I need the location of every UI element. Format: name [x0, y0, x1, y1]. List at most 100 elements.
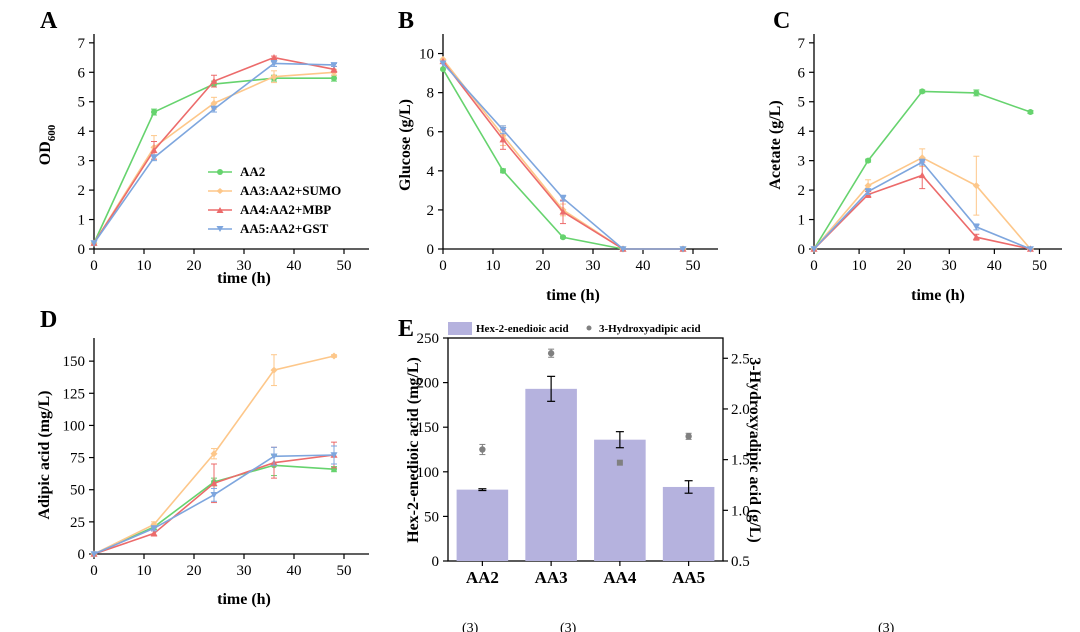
legend-item-aa2: AA2: [208, 164, 265, 179]
panel-e-frame: [447, 337, 724, 562]
panel-c-series-aa5-point-1: [864, 188, 872, 196]
panel-e-y-tick-label-50: 50: [424, 509, 439, 525]
panel-d-series-aa5-point-0: [90, 551, 98, 558]
panel-d-x-tick-label-10: 10: [137, 563, 152, 579]
panel-c-y-label: Acetate (g/L): [767, 100, 784, 189]
panel-a-series-aa4-point-2: [210, 77, 218, 84]
panel-c-series-aa5-point-4: [1026, 246, 1034, 253]
panel-e-x-tick-label-aa3: AA3: [535, 568, 568, 587]
panel-d-series-aa5-point-1: [150, 525, 158, 532]
panel-b-x-tick-label-50: 50: [686, 258, 701, 274]
panel-c-x-tick-label-20: 20: [897, 258, 912, 274]
panel-b-y-tick-label-6: 6: [427, 125, 435, 141]
panel-d-series-aa4-point-1: [150, 529, 158, 537]
panel-b-series-aa5-point-3: [619, 246, 627, 253]
panel-d-x-tick-label-0: 0: [90, 563, 98, 579]
legend-item-aa5: AA5:AA2+GST: [208, 221, 329, 236]
panel-c-y-tick-label-2: 2: [798, 183, 806, 199]
panel-a-series-aa5-point-0: [90, 240, 98, 247]
panel-a-y-tick-label-4: 4: [78, 124, 86, 140]
panel-e-point-aa3: [547, 350, 555, 357]
panel-a-x-tick-label-40: 40: [287, 258, 302, 274]
panel-c-plot: 0 10 20 30 40 50 0 1 2 3 4 5 6 7: [798, 34, 1062, 274]
panel-d-y-tick-label-0: 0: [78, 547, 86, 563]
panel-c-x-tick-label-10: 10: [852, 258, 867, 274]
panel-a-series-aa3-point-2: [210, 99, 218, 107]
panel-e-x-tick-label-aa4: AA4: [603, 568, 637, 587]
panel-b-y-tick-label-4: 4: [427, 164, 435, 180]
panel-c-series-aa3-point-1: [864, 182, 872, 190]
panel-a-letter: A: [40, 8, 58, 34]
panel-c-x-tick-label-40: 40: [987, 258, 1002, 274]
panel-c-x-tick-label-50: 50: [1032, 258, 1047, 274]
panel-c-y-tick-label-5: 5: [798, 95, 806, 111]
panel-a-y-tick-label-1: 1: [78, 213, 86, 229]
panel-e-x-tick-label-aa5: AA5: [672, 568, 705, 587]
panel-b-y-tick-label-0: 0: [427, 242, 435, 258]
panel-a-y-tick-label-5: 5: [78, 95, 86, 111]
panel-e-y2-tick-label-2: 2.0: [731, 402, 750, 418]
panel-b-y-label: Glucose (g/L): [397, 99, 414, 191]
panel-b-letter: B: [398, 8, 414, 34]
panel-a-series-aa4-point-1: [150, 146, 158, 154]
panel-c-x-tick-label-0: 0: [810, 258, 818, 274]
panel-e-legend: Hex-2-enedioic acid 3-Hydroxyadipic acid: [448, 322, 701, 335]
panel-a-series-aa5-point-4: [330, 62, 338, 69]
panel-e-y-tick-label-150: 150: [417, 420, 440, 436]
panel-b-y-tick-label-8: 8: [427, 86, 435, 102]
panel-d-series-aa4-point-2: [210, 479, 218, 487]
legend-swatch-hex: [448, 322, 472, 335]
panel-a-y-tick-label-6: 6: [78, 65, 86, 81]
panel-e-y2-tick-label-0.5: 0.5: [731, 554, 750, 570]
panel-c-series-aa4-point-2: [918, 171, 926, 179]
panel-e-y-tick-label-0: 0: [432, 554, 440, 570]
panel-d-plot: 0 10 20 30 40 50 0 25 50 75 100 125 150: [63, 338, 369, 579]
panel-a-x-tick-label-20: 20: [187, 258, 202, 274]
panel-d-x-label: time (h): [217, 591, 271, 608]
panel-e-plot: 0 50 100 150 200 250 0.5 1.0 1.5 2.0 2.5 AA2 AA3 AA4 A…: [417, 331, 750, 587]
panel-e-bar-aa4: [594, 439, 646, 561]
legend-label-3ha: 3-Hydroxyadipic acid: [599, 323, 701, 335]
panel-d: D 0 10 20 30 40 50 0 25 50 75 100 125 150 time (h) A…: [36, 307, 369, 608]
panel-b-series-aa4-point-1: [499, 136, 507, 143]
panel-c-y-tick-label-6: 6: [798, 65, 806, 81]
panel-a-x-label: time (h): [217, 270, 271, 287]
panel-b-y-tick-label-2: 2: [427, 203, 435, 219]
panel-b-series-aa5-point-0: [439, 60, 447, 67]
panel-d-letter: D: [40, 307, 57, 333]
panel-e-y-tick-label-200: 200: [417, 376, 440, 392]
panel-a-y-label-main: OD: [37, 141, 54, 165]
panel-c-series-aa5-point-3: [972, 224, 980, 231]
panel-e-point-aa2: [479, 446, 486, 453]
legend-marker-aa5: [216, 226, 224, 232]
panel-d-y-tick-label-125: 125: [63, 386, 86, 402]
panel-a-y-label-sub: 600: [46, 124, 58, 141]
panel-d-x-tick-label-30: 30: [237, 563, 252, 579]
legend-label-aa4: AA4:AA2+MBP: [240, 202, 331, 217]
panel-a-series-aa5-point-2: [210, 106, 218, 113]
panel-a-series-aa4-point-4: [330, 65, 338, 73]
panel-b-series-aa5-point-1: [499, 126, 507, 134]
panel-c-y-tick-label-3: 3: [798, 154, 806, 170]
panel-d-y-label: Adipic acid (mg/L): [36, 391, 53, 520]
panel-e-point-aa5: [685, 433, 692, 440]
panel-a-y-label: OD600: [37, 124, 58, 165]
panel-e-bar-aa2: [456, 489, 509, 561]
panel-a-series-aa5-point-1: [150, 154, 158, 162]
panel-e-bar-aa3: [525, 388, 577, 561]
legend-marker-aa4: [216, 207, 224, 213]
panel-b-x-tick-label-30: 30: [586, 258, 601, 274]
panel-a-plot: 0 10 20 30 40 50 0 1 2 3 4 5 6 7: [78, 34, 369, 274]
panel-a-series-aa3-point-3: [270, 73, 278, 81]
panel-b-series-aa2-point-0: [440, 66, 446, 73]
panel-e-y-tick-label-100: 100: [417, 465, 440, 481]
panel-b-x-tick-label-20: 20: [536, 258, 551, 274]
caption-fragments: (3) (3) (3): [462, 621, 895, 632]
panel-a: A 0 10 20 30 40 50 0 1 2 3 4 5 6 7 time (h) OD600 AA2…: [37, 8, 369, 287]
panel-e-y2-tick-label-1.5: 1.5: [731, 453, 750, 469]
legend-item-aa4: AA4:AA2+MBP: [208, 202, 331, 217]
caption-fragment-1: (3): [462, 621, 479, 632]
panel-d-series-aa3-point-4: [330, 352, 338, 360]
panel-e-letter: E: [398, 316, 414, 342]
